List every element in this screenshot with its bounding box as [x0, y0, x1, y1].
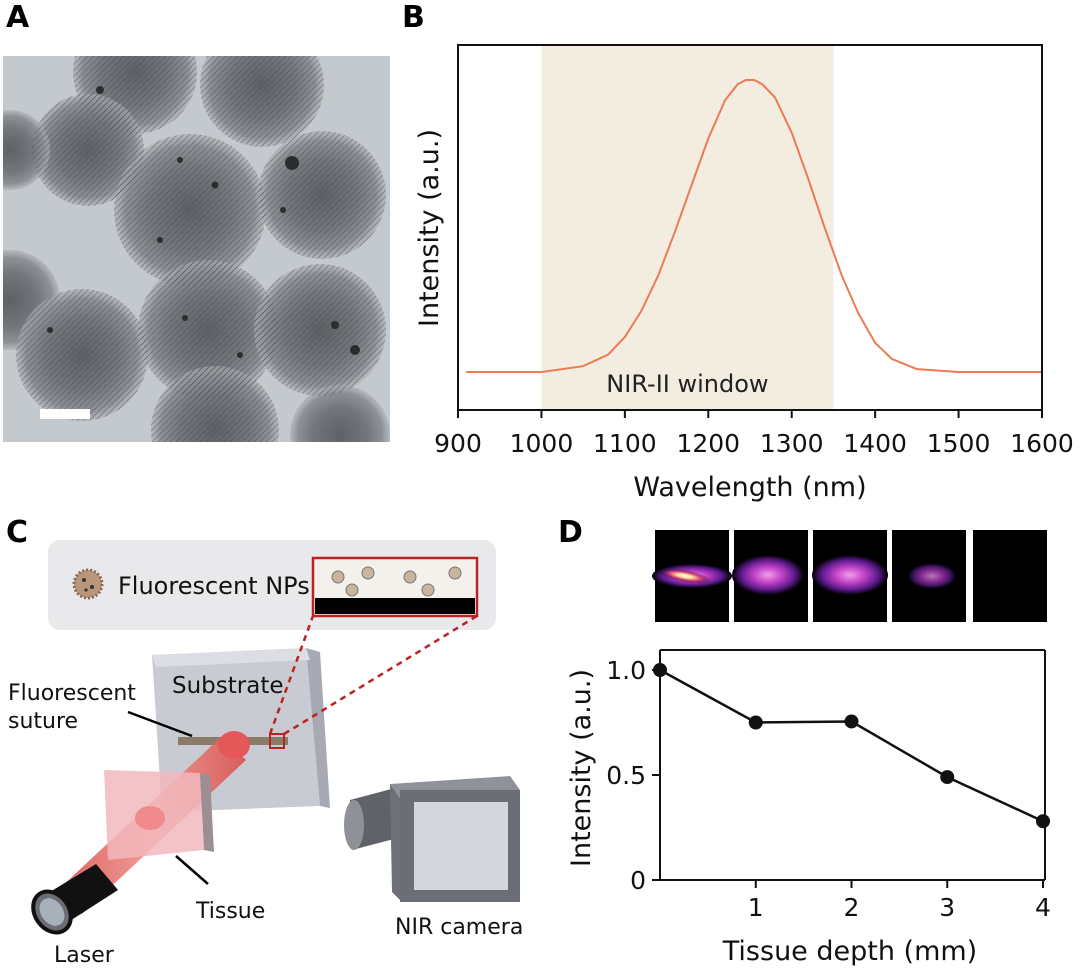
- x-tick-label-b: 1100: [593, 429, 657, 458]
- panel-letter-a: A: [6, 0, 30, 35]
- nir-camera-icon: [344, 776, 520, 902]
- x-tick-label-b: 1400: [843, 429, 907, 458]
- x-tick-label-b: 1600: [1010, 429, 1074, 458]
- series-line-depth: [659, 668, 1044, 823]
- data-point-d: [1036, 814, 1050, 829]
- chart-b: NIR-II window 900 1000 1100 1200 1300 1400 150…: [414, 44, 1074, 503]
- tissue-block: [104, 770, 214, 860]
- y-tick-label-d: 0.5: [606, 761, 646, 790]
- data-points-d: [653, 663, 1050, 829]
- laser-label: Laser: [54, 943, 115, 968]
- substrate-label: Substrate: [172, 673, 284, 699]
- panel-letter-d: D: [558, 515, 583, 550]
- series-line-spectrum: [466, 79, 1042, 373]
- chart-d: 0 0.5 1.0 1 2 3 4 Tissue depth (mm) Intensity…: [566, 649, 1051, 967]
- y-tick-label-d: 1.0: [606, 656, 646, 685]
- suture-highlight: [269, 733, 285, 749]
- axes-d: [659, 649, 1046, 881]
- x-tick-label-d: 3: [939, 893, 955, 922]
- x-tick-label-d: 1: [748, 893, 764, 922]
- panel-letter-c: C: [6, 515, 29, 550]
- data-point-d: [653, 663, 667, 677]
- y-ticks-d: 0 0.5 1.0: [606, 656, 660, 895]
- laser-head: [31, 864, 118, 935]
- x-ticks-b: 900 1000 1100 1200 1300 1400 1500 1600: [434, 410, 1074, 458]
- plot-frame-b: [457, 44, 1043, 411]
- x-axis-label-b: Wavelength (nm): [633, 472, 866, 503]
- tissue-pointer: [175, 855, 209, 885]
- dark-dots: [47, 86, 360, 358]
- scale-bar: [40, 409, 90, 419]
- suture-pointer: [127, 710, 193, 738]
- panel-letter-b: B: [402, 0, 425, 35]
- data-point-d: [940, 770, 955, 785]
- fluorescence-image-strip: [652, 530, 1047, 622]
- data-point-d: [748, 715, 763, 730]
- x-tick-label-d: 4: [1035, 893, 1051, 922]
- x-tick-label-b: 1200: [676, 429, 740, 458]
- tem-micrograph: [3, 56, 390, 442]
- x-tick-label-d: 2: [844, 893, 860, 922]
- schematic-c: Fluorescent NPs Substrate Fluorescent su…: [8, 540, 523, 968]
- x-tick-label-b: 1500: [927, 429, 991, 458]
- suture-label-line2: suture: [8, 709, 78, 734]
- suture-zoom-inset: [311, 556, 479, 618]
- y-tick-label-d: 0: [630, 866, 646, 895]
- nanoparticle-spheres: [3, 56, 390, 442]
- y-axis-label-b: Intensity (a.u.): [414, 129, 445, 327]
- y-axis-label-d: Intensity (a.u.): [566, 669, 597, 867]
- suture-label-line1: Fluorescent: [8, 681, 136, 706]
- x-tick-label-b: 900: [434, 429, 482, 458]
- nir-ii-window-label: NIR-II window: [606, 370, 768, 398]
- x-ticks-d: 1 2 3 4: [748, 880, 1051, 922]
- nanoparticle-icon: [72, 568, 104, 600]
- data-point-d: [844, 714, 859, 729]
- x-axis-label-d: Tissue depth (mm): [722, 936, 977, 967]
- zoom-connector-lines: [268, 614, 478, 736]
- x-tick-label-b: 1000: [510, 429, 574, 458]
- x-tick-label-b: 1300: [760, 429, 824, 458]
- tissue-label: Tissue: [195, 899, 265, 924]
- nir-ii-window-band: [541, 46, 834, 409]
- legend-label-nps: Fluorescent NPs: [118, 572, 310, 600]
- camera-label: NIR camera: [395, 915, 523, 940]
